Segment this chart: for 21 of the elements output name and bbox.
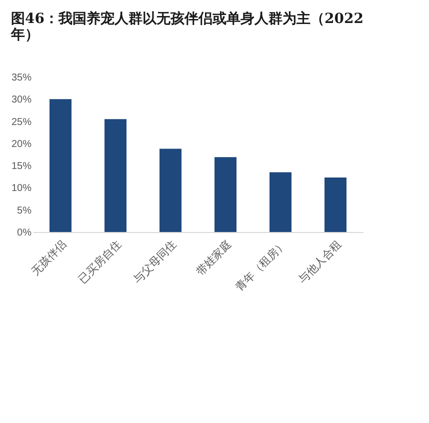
bar [214, 157, 236, 232]
x-tick-label: 带娃家庭 [194, 238, 234, 278]
bar [270, 172, 292, 232]
x-tick-label: 青年（租房） [233, 238, 289, 294]
bar [104, 119, 126, 232]
bar [160, 148, 182, 232]
y-tick-label: 25% [11, 116, 32, 128]
y-tick-label: 30% [11, 94, 32, 106]
bar [50, 99, 72, 232]
y-tick-label: 5% [17, 205, 32, 216]
x-tick-label: 无孩伴侣 [28, 238, 69, 278]
y-tick-label: 20% [11, 138, 32, 150]
y-tick-label: 10% [11, 183, 32, 194]
x-tick-label: 已买房自住 [76, 238, 124, 286]
bar [324, 178, 346, 232]
y-tick-label: 0% [17, 228, 32, 238]
x-tick-label: 与父母同住 [130, 238, 179, 286]
x-tick-label: 与他人合租 [296, 238, 344, 286]
y-tick-label: 15% [11, 161, 32, 172]
chart-title: 图46：我国养宠人群以无孩伴侣或单身人群为主（2022年） [10, 10, 364, 43]
y-tick-label: 35% [11, 72, 32, 84]
